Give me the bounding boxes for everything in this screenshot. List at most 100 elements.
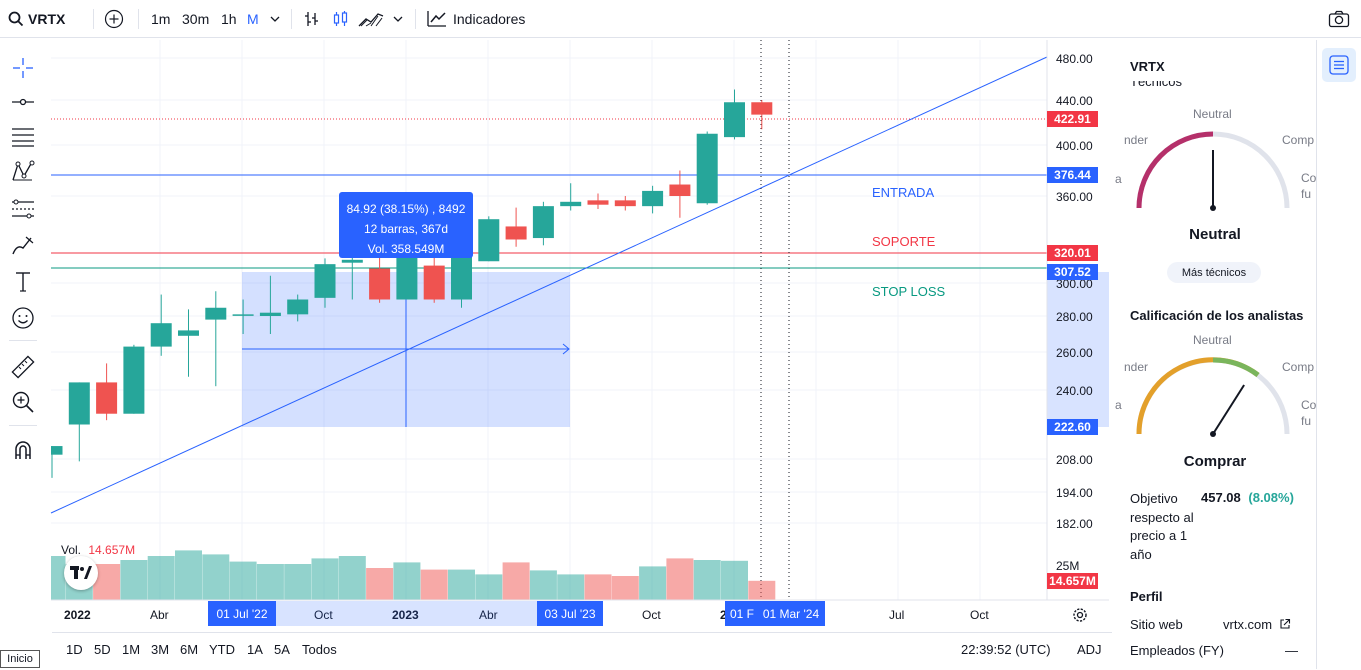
search-icon — [8, 11, 24, 27]
range-1d[interactable]: 1D — [66, 642, 83, 657]
measure-change: 84.92 (38.15%) , 8492 — [346, 202, 466, 216]
candle-body[interactable] — [614, 200, 636, 207]
tradingview-logo[interactable] — [64, 556, 98, 590]
measure-tool[interactable] — [9, 353, 37, 381]
volume-bar — [611, 576, 639, 600]
candle-body[interactable] — [287, 299, 309, 315]
range-low-price-tag: 222.60 — [1047, 419, 1098, 435]
indicators-button[interactable]: Indicadores — [427, 0, 525, 38]
time-tick: Oct — [314, 608, 333, 622]
range-ytd[interactable]: YTD — [209, 642, 235, 657]
emoji-tool[interactable] — [9, 304, 37, 332]
snapshot-button[interactable] — [1328, 0, 1350, 38]
candle-body[interactable] — [205, 307, 227, 320]
gauge1-fill — [1136, 131, 1214, 209]
interval-1h[interactable]: 1h — [221, 11, 237, 27]
candles-style-button[interactable] — [332, 0, 350, 38]
perfil-title: Perfil — [1130, 589, 1163, 604]
candle-body[interactable] — [423, 265, 445, 300]
crosshair-tool[interactable] — [9, 54, 37, 82]
brush-tool[interactable] — [9, 232, 37, 260]
area-style-button[interactable] — [358, 0, 384, 38]
candle-body[interactable] — [96, 382, 118, 414]
candle-body[interactable] — [314, 264, 336, 298]
candle-body[interactable] — [259, 312, 281, 316]
symbol-search[interactable]: VRTX — [8, 0, 65, 38]
area-chart-icon — [358, 13, 384, 27]
volume-tick: 25M — [1056, 559, 1080, 573]
inicio-button[interactable]: Inicio — [0, 650, 40, 668]
range-3m[interactable]: 3M — [151, 642, 170, 657]
range-6m[interactable]: 6M — [180, 642, 199, 657]
price-tick: 360.00 — [1056, 190, 1093, 204]
text-tool[interactable] — [9, 268, 37, 296]
range-1m[interactable]: 1M — [122, 642, 141, 657]
magnet-icon — [15, 441, 31, 459]
sitio-web-label: Sitio web — [1130, 617, 1183, 632]
watchlist-button[interactable] — [1322, 48, 1356, 82]
pattern-icon — [12, 160, 35, 181]
candle-body[interactable] — [232, 314, 254, 316]
candle-body[interactable] — [560, 201, 582, 207]
clock[interactable]: 22:39:52 (UTC) — [961, 642, 1051, 657]
candle-body[interactable] — [396, 249, 418, 300]
candle-body[interactable] — [587, 200, 609, 205]
candle-body[interactable] — [51, 446, 63, 455]
candle-body[interactable] — [642, 190, 664, 207]
candle-body[interactable] — [150, 323, 172, 347]
volume-bar — [502, 562, 530, 600]
candle-body[interactable] — [341, 259, 363, 263]
pattern-tool[interactable] — [9, 158, 37, 186]
trend-line[interactable] — [50, 56, 1048, 514]
time-tick: Oct — [970, 608, 989, 622]
range-1a[interactable]: 1A — [247, 642, 263, 657]
axis-highlight — [1047, 272, 1109, 427]
chart-pane[interactable]: 480.00 440.00 400.00 360.00 300.00 280.0… — [0, 40, 1112, 670]
plus-circle-icon — [104, 9, 124, 29]
compare-button[interactable] — [104, 0, 124, 38]
candle-body[interactable] — [532, 206, 554, 239]
prediction-tool[interactable] — [9, 195, 37, 223]
zoom-tool[interactable] — [9, 388, 37, 416]
interval-month[interactable]: M — [247, 11, 259, 27]
candle-body[interactable] — [451, 245, 472, 300]
gauge2-track — [1136, 357, 1290, 435]
volume-bar — [256, 564, 284, 600]
interval-30m[interactable]: 30m — [182, 11, 210, 27]
chart-settings-button[interactable] — [1071, 606, 1089, 627]
bar-style-button[interactable] — [303, 0, 321, 38]
candle-body[interactable] — [669, 184, 691, 196]
chart-style-dropdown[interactable] — [392, 0, 404, 38]
adj-toggle[interactable]: ADJ — [1077, 642, 1102, 657]
candle-body[interactable] — [68, 382, 90, 425]
range-5a[interactable]: 5A — [274, 642, 290, 657]
candle-body[interactable] — [751, 102, 773, 115]
sitio-web-value[interactable]: vrtx.com — [1223, 617, 1273, 632]
candle-body[interactable] — [178, 330, 199, 336]
magnet-tool[interactable] — [9, 437, 37, 465]
candle-body[interactable] — [369, 268, 391, 300]
range-5d[interactable]: 5D — [94, 642, 111, 657]
objetivo-label: Objetivo respecto al precio a 1 año — [1130, 490, 1194, 564]
volume-price-tag: 14.657M — [1047, 573, 1098, 589]
candle-body[interactable] — [696, 133, 718, 204]
fib-tool[interactable] — [9, 123, 37, 151]
chart-canvas[interactable] — [0, 40, 1112, 670]
mas-tecnicos-button[interactable]: Más técnicos — [1167, 262, 1261, 283]
range-todos[interactable]: Todos — [302, 642, 337, 657]
range-end-tag: 03 Jul '23 — [537, 601, 603, 626]
empleados-label: Empleados (FY) — [1130, 643, 1224, 658]
interval-dropdown[interactable] — [269, 0, 281, 38]
interval-1m[interactable]: 1m — [151, 11, 171, 27]
gauge1-right-mid: Co — [1301, 171, 1317, 185]
gauge2-right-mid: Co — [1301, 398, 1317, 412]
bars-icon — [305, 12, 318, 26]
trend-line-tool[interactable] — [9, 88, 37, 116]
candle-body[interactable] — [123, 346, 145, 414]
candle-body[interactable] — [724, 102, 745, 138]
volume-bar — [557, 574, 585, 600]
candle-body[interactable] — [505, 226, 527, 240]
volume-bar — [529, 570, 557, 600]
candle-body[interactable] — [478, 219, 500, 262]
sitio-web-link[interactable]: vrtx.com — [1223, 617, 1291, 632]
